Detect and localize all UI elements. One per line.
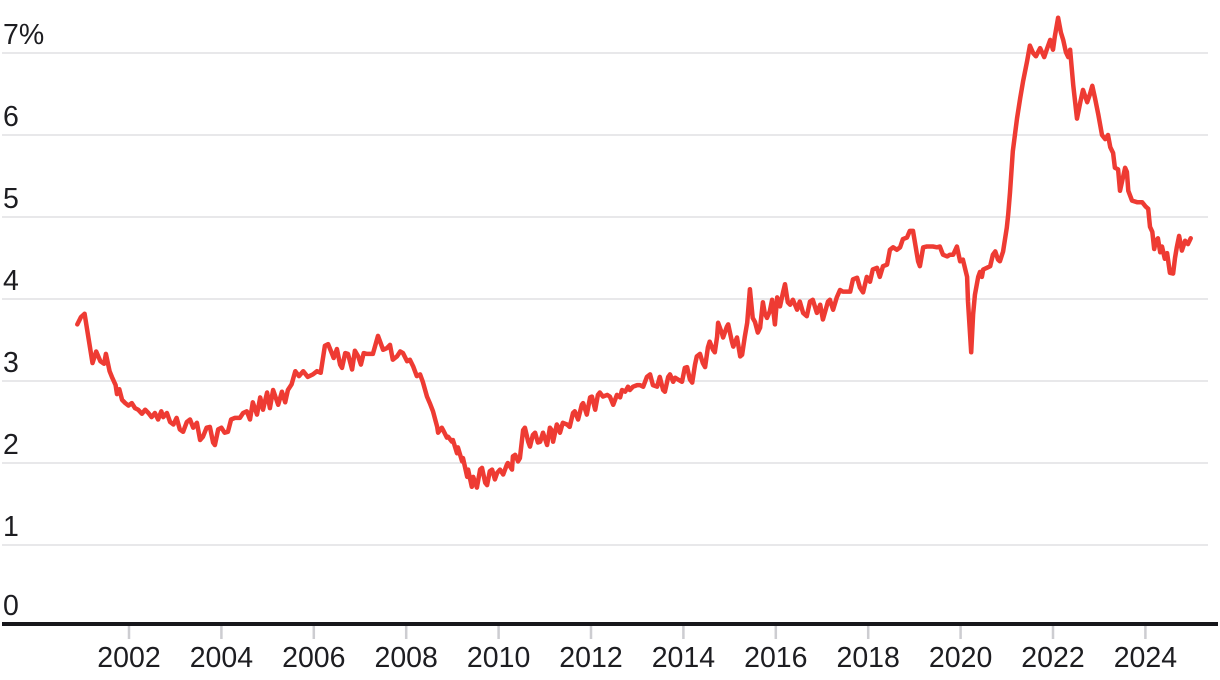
x-axis-label: 2022 — [1021, 642, 1084, 674]
x-axis-label: 2004 — [190, 642, 254, 674]
gridlines — [2, 52, 1208, 546]
x-axis-label: 2012 — [559, 642, 622, 674]
y-axis-label: 6 — [3, 101, 19, 133]
y-axis-label: 2 — [3, 429, 19, 461]
x-axis-label: 2024 — [1114, 642, 1178, 674]
x-axis-label: 2020 — [929, 642, 992, 674]
y-axis-label: 3 — [3, 347, 19, 379]
data-series — [75, 15, 1193, 490]
x-axis-label: 2002 — [97, 642, 160, 674]
x-axis-label: 2008 — [374, 642, 437, 674]
x-axis: 2002 2004 2006 2008 2010 2012 2014 2016 2018 2020… — [2, 622, 1218, 674]
x-axis-label: 2016 — [744, 642, 807, 674]
x-axis-label: 2014 — [652, 642, 716, 674]
y-axis-label: 7% — [3, 19, 44, 51]
x-axis-label: 2006 — [282, 642, 345, 674]
y-axis-label: 1 — [3, 511, 19, 543]
data-line — [75, 15, 1193, 490]
y-axis-label: 5 — [3, 183, 19, 215]
y-axis-labels: 7% 6 5 4 3 2 1 0 — [3, 19, 44, 622]
x-axis-label: 2010 — [467, 642, 530, 674]
x-axis-label: 2018 — [836, 642, 899, 674]
y-axis-label: 0 — [3, 590, 19, 622]
y-axis-label: 4 — [3, 265, 19, 297]
